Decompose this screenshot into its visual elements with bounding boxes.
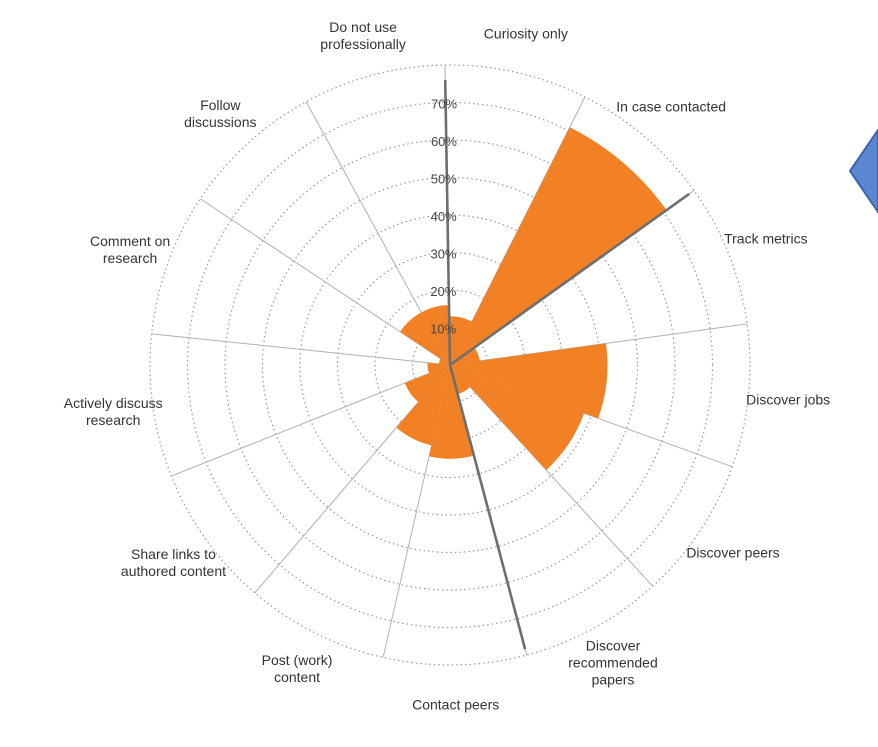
category-label: Discover recommended papers [568,637,658,688]
tick-label: 30% [430,247,456,262]
wedge-in-case-contacted [450,127,667,365]
category-label: Post (work) content [261,651,333,685]
spoke-line [254,364,451,594]
wedge-do-not-use-professionally [421,305,450,365]
category-label: Follow discussions [184,97,257,131]
category-label: Share links to authored content [120,545,226,579]
wedge-post-work-content [396,365,450,446]
spoke-line [200,198,451,366]
grid-ring [186,101,714,629]
tick-label: 70% [431,97,457,112]
tick-label: 50% [431,172,457,187]
wedge-curiosity-only [449,316,472,365]
wedge-contact-peers [429,365,474,459]
category-label: Discover jobs [746,391,831,408]
tick-labels: 10% 20% 30% 40% 50% 60% 70% [430,97,457,337]
grid-ring [149,64,751,666]
left-triangle-arrow-icon [848,128,878,214]
spoke-line [171,364,451,477]
category-label: Actively discuss research [63,394,163,428]
wedge-discover-jobs [450,343,608,419]
wedges [396,127,667,471]
tick-label: 40% [431,209,457,224]
tick-label: 60% [431,134,457,149]
highlight-line [443,80,452,366]
grid-ring [224,139,676,591]
category-label: Discover peers [686,544,780,561]
category-label: In case contacted [616,98,727,115]
category-label: Do not use professionally [320,19,406,53]
wedge-actively-discuss-research [427,362,450,374]
wedge-discover-peers [450,365,585,471]
tick-label: 20% [430,284,456,299]
spoke-line [151,333,451,366]
wedge-follow-discussions [400,312,450,365]
highlight-line [449,192,690,367]
category-label: Curiosity only [483,25,568,42]
wedge-comment-on-research [438,358,450,365]
wedge-discover-recommended-papers [450,365,471,395]
category-label: Track metrics [724,230,808,247]
category-label: Contact peers [412,696,500,713]
category-label: Comment on research [90,232,171,266]
highlight-lines [443,80,690,650]
highlight-line [448,364,527,650]
wedge-share-links-to-authored-content [404,365,450,403]
tick-label: 10% [430,322,456,337]
decoration [848,128,878,214]
spoke-line [449,323,748,366]
grid-ring [261,176,639,554]
